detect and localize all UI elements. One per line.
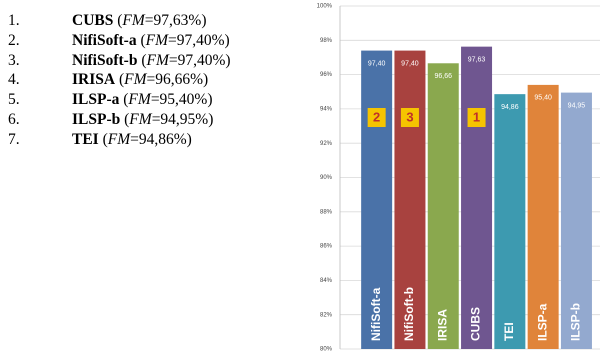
value-label: 96,66 <box>434 73 452 80</box>
y-tick-label: 100% <box>317 4 333 10</box>
badge <box>367 108 386 127</box>
bar <box>494 94 526 349</box>
ranking-name: ILSP-a <box>72 91 120 109</box>
ranking-open: ( <box>115 71 125 89</box>
value-label: 97,40 <box>368 60 386 67</box>
value-label: 94,95 <box>568 102 586 109</box>
ranking-open: ( <box>119 91 129 109</box>
ranking-metric: FM <box>128 91 151 109</box>
value-label: 97,40 <box>401 60 419 67</box>
badge <box>400 108 419 127</box>
ranking-row: 6. ILSP-b (FM=94,95%) <box>8 111 231 131</box>
ranking-name: TEI <box>72 130 99 148</box>
value-label: 94,86 <box>501 104 519 111</box>
badge <box>467 108 486 127</box>
bar <box>461 46 493 349</box>
y-tick-label: 90% <box>320 175 333 181</box>
ranking-rank: 2. <box>8 31 20 49</box>
ranking-rank: 5. <box>8 91 20 109</box>
value-label: 95,40 <box>534 95 552 102</box>
ranking-metric: FM <box>124 71 147 89</box>
category-label: TEI <box>502 322 516 341</box>
category-label: IRISA <box>435 309 449 341</box>
ranking-open: ( <box>113 12 123 29</box>
ranking-score: =97,40%) <box>168 31 230 49</box>
bar <box>361 50 393 350</box>
y-tick-label: 80% <box>320 347 333 353</box>
ranking-rank: 6. <box>8 110 20 128</box>
ranking-open: ( <box>98 130 108 148</box>
badge-label: 3 <box>406 109 413 124</box>
bar <box>560 92 592 350</box>
y-tick-label: 84% <box>320 278 333 284</box>
ranking-name: ILSP-b <box>72 110 121 128</box>
ranking-metric: FM <box>122 12 145 29</box>
ranking-metric: FM <box>146 51 169 69</box>
ranking-score: =94,95%) <box>151 110 214 128</box>
bar <box>527 84 559 349</box>
ranking-score: =94,86%) <box>130 130 192 148</box>
ranking-rank: 3. <box>8 51 20 69</box>
y-tick-label: 92% <box>320 141 333 147</box>
ranking-name: CUBS <box>72 12 114 29</box>
ranking-metric: FM <box>107 130 131 148</box>
y-tick-label: 96% <box>320 72 333 78</box>
y-tick-label: 94% <box>320 106 333 112</box>
ranking-score: =97,40%) <box>168 51 231 69</box>
ranking-name: NifiSoft-a <box>72 31 137 49</box>
value-label: 97,63 <box>468 56 486 63</box>
ranking-row: 4. IRISA (FM=96,66%) <box>8 71 231 91</box>
ranking-score: =96,66%) <box>146 71 209 89</box>
ranking-score: =97,63%) <box>144 12 207 29</box>
ranking-score: =95,40%) <box>150 91 213 109</box>
ranking-name: IRISA <box>72 71 116 89</box>
ranking-row: 3. NifiSoft-b (FM=97,40%) <box>8 52 231 72</box>
ranking-list: 1. CUBS (FM=97,63%) 2. NifiSoft-a (FM=97,40… <box>8 12 231 151</box>
y-tick-label: 86% <box>320 244 333 250</box>
bar <box>394 50 426 350</box>
ranking-row: 7. TEI (FM=94,86%) <box>8 131 231 151</box>
y-tick-label: 88% <box>320 209 333 215</box>
ranking-rank: 1. <box>8 12 20 29</box>
ranking-open: ( <box>136 31 146 49</box>
category-label: ILSP-a <box>535 303 549 341</box>
ranking-metric: FM <box>145 31 169 49</box>
badge-label: 2 <box>373 109 380 124</box>
ranking-open: ( <box>120 110 130 128</box>
ranking-row: 1. CUBS (FM=97,63%) <box>8 12 231 32</box>
category-label: NifiSoft-b <box>402 287 416 341</box>
badge-label: 1 <box>473 109 480 124</box>
category-label: ILSP-b <box>569 303 583 341</box>
category-label: CUBS <box>469 307 483 341</box>
y-tick-label: 98% <box>320 38 333 44</box>
y-tick-label: 82% <box>320 312 333 318</box>
ranking-metric: FM <box>129 110 152 128</box>
bar <box>427 63 459 349</box>
category-label: NifiSoft-a <box>369 287 383 341</box>
ranking-rank: 4. <box>8 71 20 89</box>
ranking-name: NifiSoft-b <box>72 51 138 69</box>
ranking-open: ( <box>137 51 147 69</box>
ranking-row: 2. NifiSoft-a (FM=97,40%) <box>8 32 231 52</box>
ranking-row: 5. ILSP-a (FM=95,40%) <box>8 91 231 111</box>
ranking-rank: 7. <box>8 130 20 148</box>
